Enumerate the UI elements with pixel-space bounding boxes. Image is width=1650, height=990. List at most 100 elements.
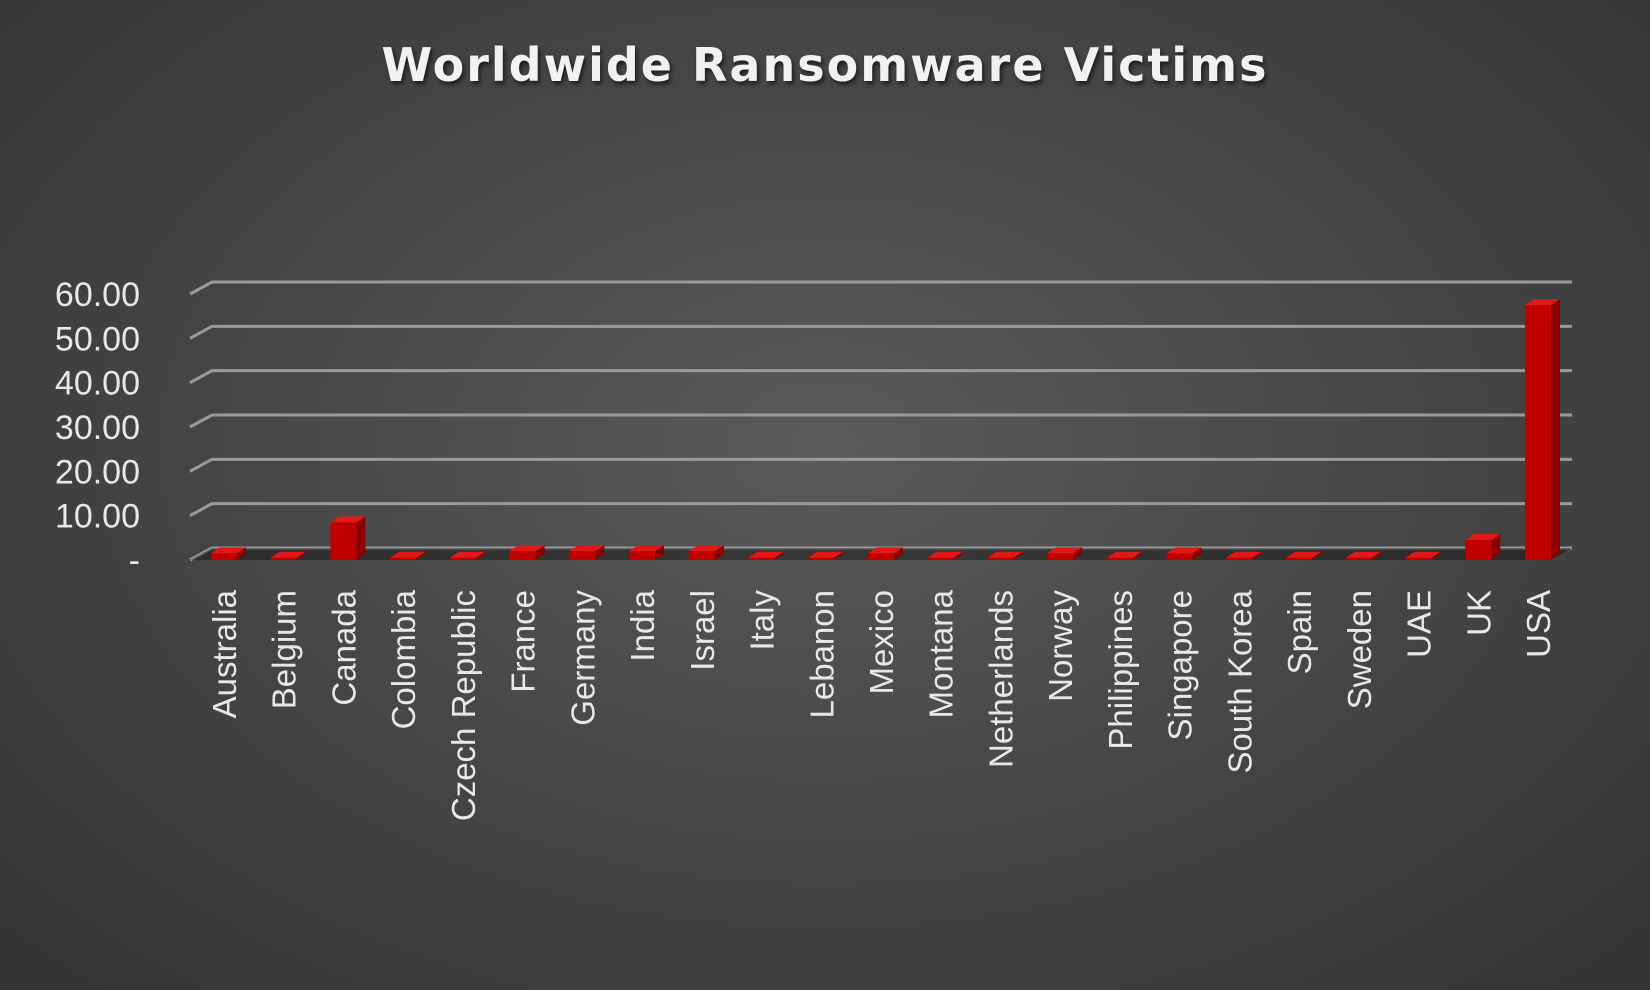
bar-side: [1252, 551, 1262, 560]
bar: [987, 551, 1023, 560]
bar-front: [1226, 557, 1253, 560]
bar: [808, 551, 844, 560]
bar-side: [237, 547, 246, 560]
bar: [927, 551, 963, 560]
gridlines: [189, 280, 1572, 562]
y-tick-label: 50.00: [55, 320, 140, 358]
chart-title: Worldwide Ransomware Victims: [381, 38, 1269, 92]
x-tick-label: Colombia: [385, 589, 422, 729]
bar-top: [330, 516, 366, 523]
bar-side: [1013, 551, 1023, 560]
bar: [330, 516, 366, 560]
bar-front: [1047, 553, 1074, 560]
bar-side: [475, 551, 485, 560]
gridline: [189, 324, 1572, 340]
bar-top: [1405, 551, 1441, 558]
x-tick-label: UAE: [1401, 590, 1438, 658]
bar: [1166, 547, 1202, 560]
bar-front: [688, 551, 715, 560]
bar: [1465, 534, 1501, 560]
bar-top: [688, 545, 724, 552]
bar-top: [1047, 547, 1083, 554]
bar-side: [1312, 551, 1322, 560]
bar-top: [927, 551, 963, 558]
bar-top: [509, 545, 545, 552]
x-tick-label: Lebanon: [803, 590, 840, 718]
bar-front: [1286, 557, 1313, 560]
bar-top: [868, 547, 903, 554]
bar-top: [987, 551, 1023, 558]
gridline: [189, 502, 1572, 517]
gridline: [189, 369, 1572, 384]
bar-front: [1166, 553, 1193, 560]
bar-side: [894, 547, 903, 560]
bar-front: [509, 551, 536, 560]
bar-top: [1286, 551, 1322, 558]
bar-front: [449, 557, 476, 560]
bar-top: [1226, 551, 1262, 558]
bar-front: [390, 557, 417, 560]
bar-top: [1106, 551, 1142, 558]
x-tick-label: India: [624, 589, 661, 661]
bar-side: [1073, 547, 1083, 560]
bar-top: [211, 547, 246, 554]
bar-front: [1405, 557, 1432, 560]
bar-side: [356, 516, 366, 560]
bar-front: [211, 553, 237, 560]
bar-front: [1106, 557, 1133, 560]
bar-top: [808, 551, 844, 558]
bar-top: [1345, 551, 1381, 558]
bar: [1226, 551, 1262, 560]
bar-side: [1132, 551, 1142, 560]
x-tick-label: Canada: [325, 589, 362, 705]
x-tick-label: Israel: [684, 590, 721, 671]
bar-front: [629, 551, 656, 560]
x-tick-label: Belgium: [266, 590, 303, 709]
bar-top: [748, 551, 784, 558]
x-tick-label: Singapore: [1162, 590, 1199, 740]
bar: [1047, 547, 1083, 560]
bar-top: [629, 545, 665, 552]
bar-side: [296, 551, 306, 560]
bar: [270, 551, 306, 560]
x-tick-label: Australia: [206, 589, 243, 718]
bar: [211, 547, 246, 560]
x-tick-label: Germany: [564, 590, 601, 726]
bar-top: [569, 545, 605, 552]
bars: [211, 299, 1560, 560]
gridline: [189, 546, 1572, 562]
y-tick-label: 20.00: [55, 453, 140, 491]
bar: [1286, 551, 1322, 560]
x-tick-label: Montana: [923, 589, 960, 718]
bar-front: [569, 551, 596, 560]
y-tick-label: 30.00: [55, 409, 140, 447]
y-tick-label: 10.00: [55, 498, 140, 536]
bar-side: [1371, 551, 1381, 560]
bar-top: [270, 551, 306, 558]
bar-front: [1345, 557, 1372, 560]
bar-top: [390, 551, 426, 558]
bar-front: [330, 522, 357, 560]
y-tick-label: 40.00: [55, 365, 140, 403]
bar-front: [987, 557, 1014, 560]
bar-side: [714, 545, 724, 560]
bar-side: [1551, 299, 1560, 560]
bar: [1345, 551, 1381, 560]
bar-top: [1525, 299, 1560, 306]
bar-top: [449, 551, 485, 558]
x-tick-label: Czech Republic: [445, 590, 482, 821]
x-axis-ticks: Australia Belgium Canada Colombia Czech Repu…: [206, 589, 1557, 821]
bar-front: [1525, 305, 1551, 560]
bar: [569, 545, 605, 560]
bar: [748, 551, 784, 560]
x-tick-label: Italy: [744, 590, 781, 651]
bar-side: [774, 551, 784, 560]
bar-side: [1491, 534, 1501, 560]
bar-top: [1465, 534, 1501, 541]
bar-top: [1166, 547, 1202, 554]
bar-side: [1192, 547, 1202, 560]
bar: [1405, 551, 1441, 560]
bar-front: [1465, 540, 1492, 560]
bar: [629, 545, 665, 560]
